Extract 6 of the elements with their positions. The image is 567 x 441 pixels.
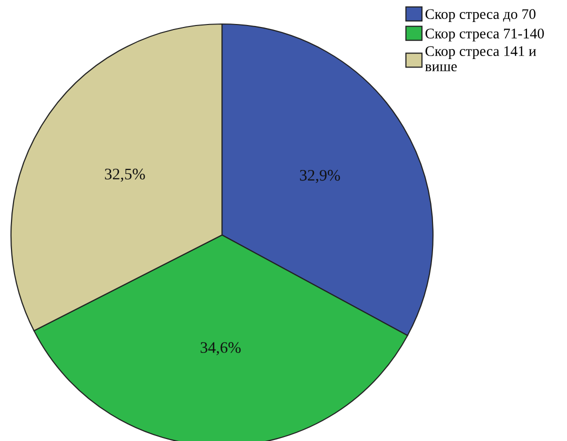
data-label: 34,6% — [200, 342, 241, 356]
data-label: 32,5% — [104, 168, 145, 182]
legend-label: Скор стреса 141 и више — [425, 46, 536, 72]
legend-label: Скор стреса 71-140 — [425, 28, 544, 42]
data-label: 32,9% — [300, 170, 340, 183]
legend-label: Скор стреса до 70 — [425, 9, 536, 22]
